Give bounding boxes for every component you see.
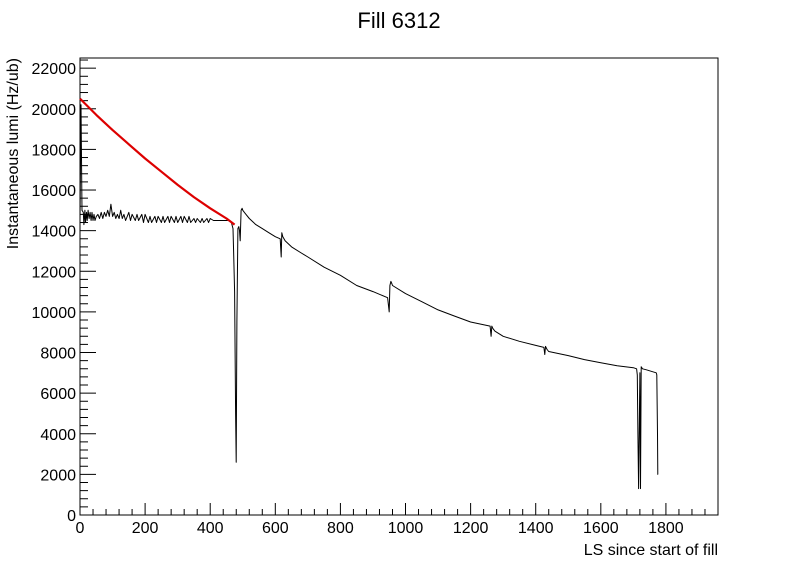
x-tick-label: 1600 (583, 520, 619, 537)
y-axis-label: Instantaneous lumi (Hz/ub) (5, 58, 22, 249)
y-tick-label: 0 (67, 508, 76, 525)
y-tick-label: 10000 (32, 305, 77, 322)
y-tick-label: 8000 (40, 346, 76, 363)
y-tick-label: 14000 (32, 224, 77, 241)
y-tick-label: 6000 (40, 386, 76, 403)
chart-title: Fill 6312 (357, 8, 440, 33)
x-tick-label: 400 (197, 520, 224, 537)
x-tick-label: 1200 (453, 520, 489, 537)
x-tick-label: 800 (327, 520, 354, 537)
fit-series-line (79, 97, 236, 226)
y-tick-label: 18000 (32, 142, 77, 159)
y-axis: 0 2000 4000 6000 8000 10000 12000 14000 16000 180… (32, 59, 96, 525)
y-tick-label: 22000 (32, 61, 77, 78)
x-tick-label: 200 (132, 520, 159, 537)
y-tick-label: 4000 (40, 427, 76, 444)
x-tick-label: 0 (76, 520, 85, 537)
y-tick-label: 2000 (40, 467, 76, 484)
plot-frame (79, 57, 719, 516)
measured-series-line (79, 104, 659, 490)
y-tick-label: 16000 (32, 183, 77, 200)
x-tick-label: 600 (262, 520, 289, 537)
y-tick-label: 20000 (32, 102, 77, 119)
x-axis-label: LS since start of fill (584, 542, 718, 559)
x-tick-label: 1000 (388, 520, 424, 537)
series-layer (79, 97, 659, 490)
x-axis: 0 200 400 600 800 1000 1200 1400 1600 1800 (76, 503, 706, 537)
y-tick-label: 12000 (32, 264, 77, 281)
x-tick-label: 1800 (648, 520, 684, 537)
x-tick-label: 1400 (518, 520, 554, 537)
